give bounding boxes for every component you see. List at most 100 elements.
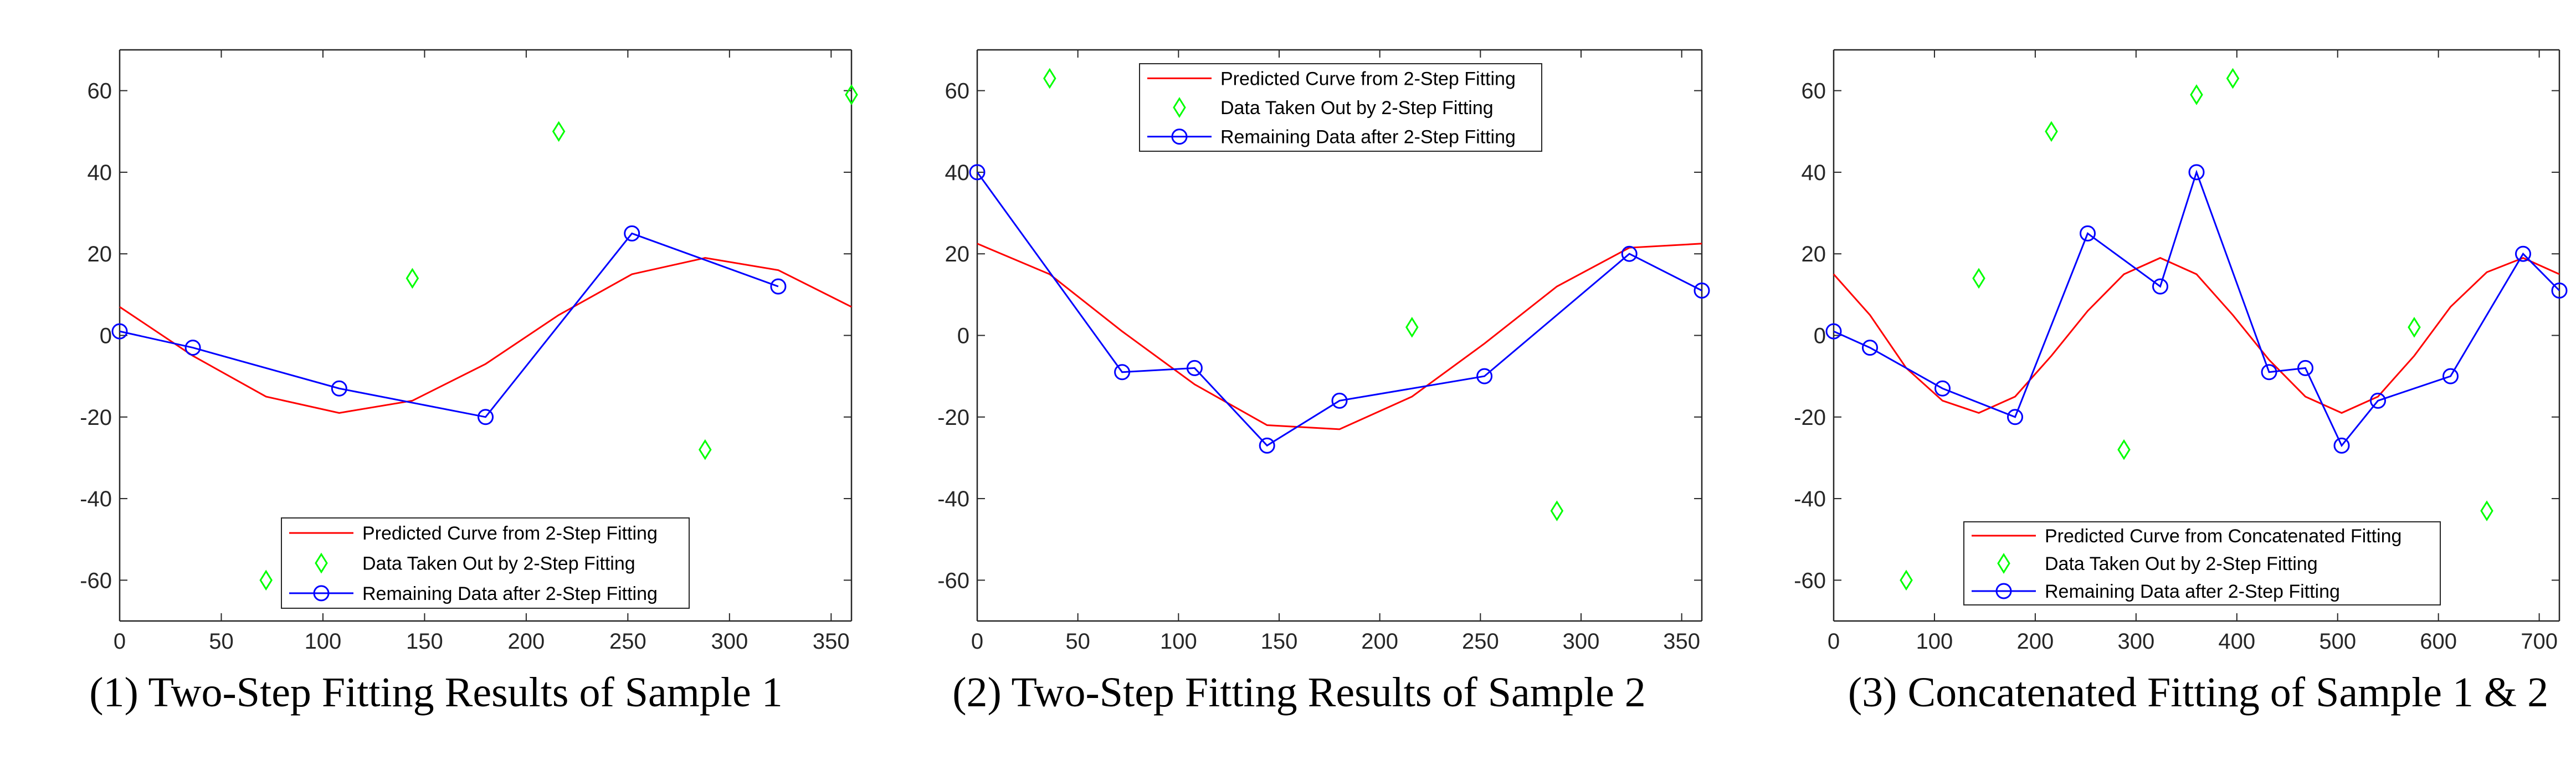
remaining-data-point [2152,278,2168,295]
legend: Predicted Curve from 2-Step Fitting Data … [1139,63,1542,152]
taken-out-data-point [1043,68,1056,89]
y-tick-label: 40 [1802,161,1826,185]
y-tick-label: 60 [945,79,970,104]
taken-out-data-point [2117,439,2131,460]
remaining-data-point [2333,437,2350,454]
taken-out-data-point [2480,500,2493,521]
remaining-data-point [184,340,201,356]
legend-entry-label: Remaining Data after 2-Step Fitting [362,583,658,604]
predicted-curve-line [977,243,1702,430]
legend: Predicted Curve from Concatenated Fittin… [1963,521,2441,605]
legend-box [1963,521,2441,605]
y-tick-label: -20 [937,405,969,430]
legend-entry-label: Remaining Data after 2-Step Fitting [2045,581,2340,602]
x-tick-label: 0 [971,629,983,654]
y-tick-label: 40 [945,161,970,185]
legend-swatch-diamond [1173,97,1186,118]
remaining-data-point [2188,164,2205,181]
legend-entry-label: Data Taken Out by 2-Step Fitting [1220,97,1494,119]
y-tick-label: -40 [937,487,969,511]
x-tick-label: 200 [508,629,545,654]
remaining-data-point [1621,245,1638,262]
remaining-data-point [2551,282,2568,299]
taken-out-data-point [2226,68,2240,89]
x-tick-label: 500 [2319,629,2356,654]
legend: Predicted Curve from 2-Step Fitting Data … [281,517,690,609]
x-tick-label: 50 [209,629,234,654]
x-tick-label: 300 [711,629,748,654]
series-1 [1833,256,2560,414]
series-1 [977,243,1702,430]
legend-entry-label: Data Taken Out by 2-Step Fitting [362,553,635,574]
subplot-caption: (3) Concatenated Fitting of Sample 1 & 2 [1848,669,2548,716]
y-tick-label: -60 [937,568,969,593]
remaining-data-point [1331,392,1348,409]
remaining-data-line [976,172,1702,447]
remaining-data-point [2080,225,2096,242]
y-tick-label: -20 [80,405,112,430]
predicted-curve-line [1833,256,2560,414]
remaining-data-point [2007,409,2023,425]
series-3 [111,225,787,425]
x-tick-label: 0 [114,629,126,654]
legend-swatch-circle [1995,583,2012,599]
y-tick-label: 20 [1802,242,1826,266]
taken-out-data-point [2045,121,2058,142]
taken-out-data-point [2190,84,2203,105]
remaining-data-line [1833,170,2560,448]
remaining-data-point [2297,360,2313,376]
legend-entry-label: Predicted Curve from Concatenated Fittin… [2045,526,2401,547]
x-tick-label: 0 [1828,629,1840,654]
x-tick-label: 100 [1916,629,1953,654]
remaining-data-point [1476,368,1493,384]
y-tick-label: -60 [80,568,112,593]
taken-out-data-point [1405,316,1419,338]
y-tick-label: -20 [1794,405,1826,430]
y-tick-label: 0 [957,324,969,348]
x-tick-label: 250 [1462,629,1499,654]
subplot-caption: (2) Two-Step Fitting Results of Sample 2 [952,669,1645,716]
y-tick-label: -40 [80,487,112,511]
remaining-data-point [624,225,640,242]
remaining-data-point [1114,364,1131,381]
x-tick-label: 250 [609,629,646,654]
y-tick-label: 60 [1802,79,1826,104]
taken-out-data-point [845,84,858,105]
y-tick-label: 20 [945,242,970,266]
legend-entry-label: Data Taken Out by 2-Step Fitting [2045,553,2318,574]
x-tick-label: 350 [1663,629,1700,654]
y-tick-label: 40 [88,161,112,185]
series-2 [1900,68,2493,591]
x-tick-label: 600 [2420,629,2457,654]
remaining-data-line [119,232,779,418]
legend-swatch-circle [1171,129,1188,145]
subplot-3: 0 100 200 300 400 500 600 700 -60 -40 -20 0 20 40 60 Pr… [1794,49,2568,716]
series-2 [259,84,858,591]
taken-out-data-point [552,121,566,142]
y-tick-label: -40 [1794,487,1826,511]
x-tick-label: 150 [406,629,443,654]
remaining-data-point [2261,364,2277,381]
taken-out-data-point [1550,500,1564,521]
y-tick-label: 0 [1814,324,1826,348]
series-3 [1825,164,2568,454]
remaining-data-point [2370,392,2386,409]
predicted-curve-line [119,257,852,414]
legend-swatch-circle [313,585,330,602]
y-tick-label: -60 [1794,568,1826,593]
remaining-data-point [1862,340,1878,356]
legend-swatch-diamond [1997,553,2010,574]
remaining-data-point [2442,368,2459,384]
x-tick-label: 350 [813,629,850,654]
series-2 [1043,68,1564,521]
legend-entry-label: Predicted Curve from 2-Step Fitting [1220,68,1516,89]
x-tick-label: 200 [1361,629,1398,654]
x-tick-label: 200 [2017,629,2054,654]
taken-out-data-point [1972,268,1985,289]
x-tick-label: 400 [2218,629,2255,654]
remaining-data-point [969,164,986,181]
taken-out-data-point [259,569,273,591]
legend-swatch-diamond [315,552,328,574]
legend-entry-label: Predicted Curve from 2-Step Fitting [362,523,658,544]
